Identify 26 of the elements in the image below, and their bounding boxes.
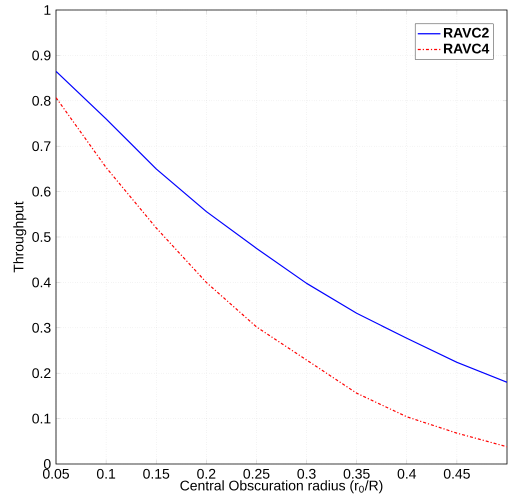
x-tick-label: 0.45 <box>444 468 470 479</box>
y-tick-label: 0.8 <box>32 96 51 106</box>
x-axis-title: Central Obscuration radius (r$_{0}$/R) <box>180 480 382 494</box>
x-tick-label: 0.35 <box>344 468 370 479</box>
y-tick-label: 0.1 <box>32 414 50 424</box>
x-tick-label: 0.2 <box>197 468 216 479</box>
y-tick-label: 0.5 <box>32 232 51 242</box>
y-tick-label: 0.3 <box>32 322 51 333</box>
x-tick-label: 0.1 <box>96 468 116 479</box>
y-tick-label: 0.2 <box>32 368 50 378</box>
line-series <box>56 97 507 448</box>
x-tick-label: 0.15 <box>143 468 170 479</box>
y-tick-label: 0.9 <box>32 50 50 60</box>
legend-label: RAVC2 <box>444 28 489 38</box>
y-axis-title: Throughput <box>13 201 26 272</box>
line-series <box>56 70 507 383</box>
x-tick-label: 0.4 <box>398 468 416 479</box>
y-tick-label: 0.4 <box>32 277 51 288</box>
x-tick-label: 0.25 <box>243 468 270 479</box>
y-tick-label: 0.7 <box>32 141 50 152</box>
legend-label: RAVC4 <box>444 44 490 54</box>
x-tick-label: 0.05 <box>42 468 69 479</box>
y-tick-label: 0 <box>44 459 51 469</box>
x-tick-label: 0.3 <box>297 468 316 479</box>
y-tick-label: 0.6 <box>32 186 51 197</box>
y-tick-label: 1 <box>44 5 50 15</box>
